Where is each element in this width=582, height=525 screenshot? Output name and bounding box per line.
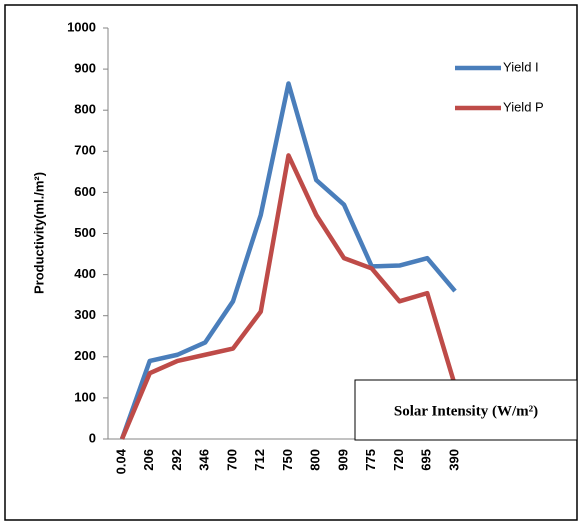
- y-tick-label: 0: [89, 430, 96, 445]
- y-tick-label: 700: [74, 143, 96, 158]
- y-tick-label: 200: [74, 348, 96, 363]
- y-tick-label: 400: [74, 266, 96, 281]
- y-tick-label: 500: [74, 225, 96, 240]
- x-tick-label: 700: [224, 449, 239, 471]
- y-tick-label: 800: [74, 102, 96, 117]
- y-tick-label: 600: [74, 184, 96, 199]
- y-tick-label: 900: [74, 61, 96, 76]
- legend-label: Yield I: [503, 59, 539, 74]
- x-tick-label: 206: [141, 449, 156, 471]
- y-tick-label: 100: [74, 389, 96, 404]
- x-label-box: [354, 379, 578, 441]
- y-axis-label: Productivity(ml./m²): [31, 172, 46, 294]
- x-tick-label: 390: [446, 449, 461, 471]
- x-tick-label: 0.04: [113, 448, 128, 474]
- series-line: [119, 81, 457, 440]
- x-tick-label: 775: [363, 449, 378, 471]
- x-tick-label: 292: [169, 449, 184, 471]
- y-tick-label: 300: [74, 307, 96, 322]
- x-tick-label: 712: [252, 449, 267, 471]
- x-tick-label: 720: [391, 449, 406, 471]
- legend-label: Yield P: [503, 99, 544, 114]
- series-line: [119, 153, 458, 440]
- plot: 0 100 200 300 400 500 600 700 800 900 1000 0.04 206 2…: [67, 19, 469, 474]
- x-tick-label: 750: [280, 449, 295, 471]
- x-tick-label: 800: [308, 449, 323, 471]
- x-tick-label: 909: [335, 449, 350, 471]
- x-tick-label: 695: [419, 449, 434, 471]
- x-tick-label: 346: [197, 449, 212, 471]
- x-axis-label: Solar Intensity (W/m²): [394, 403, 538, 419]
- y-tick-label: 1000: [67, 19, 96, 34]
